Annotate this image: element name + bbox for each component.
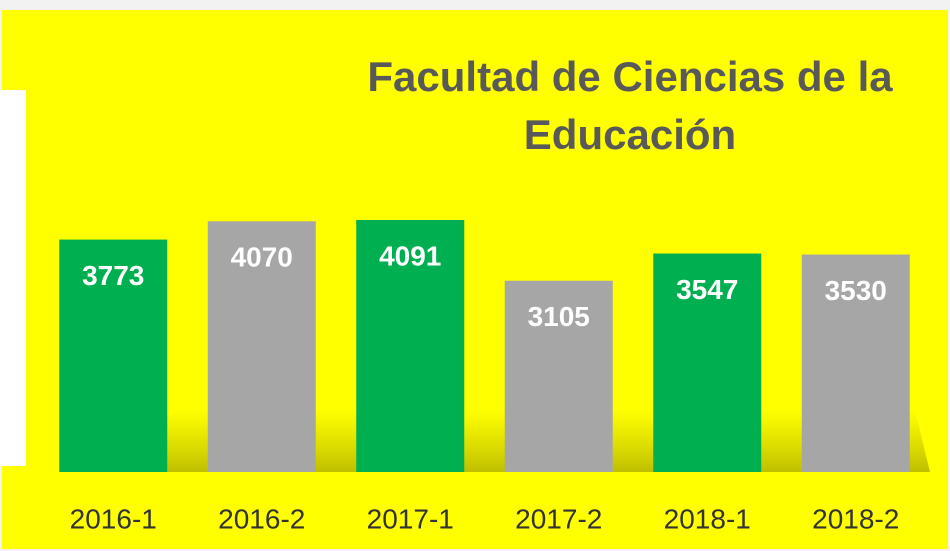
x-tick-label: 2018-2 bbox=[812, 503, 899, 534]
bar bbox=[653, 253, 762, 472]
x-tick-label: 2017-2 bbox=[515, 503, 602, 534]
bar bbox=[801, 254, 910, 472]
bar bbox=[504, 280, 613, 472]
data-label: 3530 bbox=[825, 275, 887, 306]
data-label: 3773 bbox=[82, 260, 144, 291]
bar bbox=[356, 219, 465, 472]
bar bbox=[207, 221, 316, 472]
chart-title: Facultad de Ciencias de la Educación bbox=[367, 53, 893, 158]
data-label: 4070 bbox=[231, 242, 293, 273]
x-tick-label: 2016-2 bbox=[218, 503, 305, 534]
data-label: 3547 bbox=[676, 274, 738, 305]
shadow bbox=[60, 410, 930, 472]
x-tick-label: 2017-1 bbox=[367, 503, 454, 534]
side-panel bbox=[0, 90, 26, 466]
x-tick-label: 2016-1 bbox=[70, 503, 157, 534]
bar bbox=[59, 239, 168, 472]
data-label: 3105 bbox=[528, 301, 590, 332]
x-tick-label: 2018-1 bbox=[664, 503, 751, 534]
data-label: 4091 bbox=[379, 240, 441, 271]
